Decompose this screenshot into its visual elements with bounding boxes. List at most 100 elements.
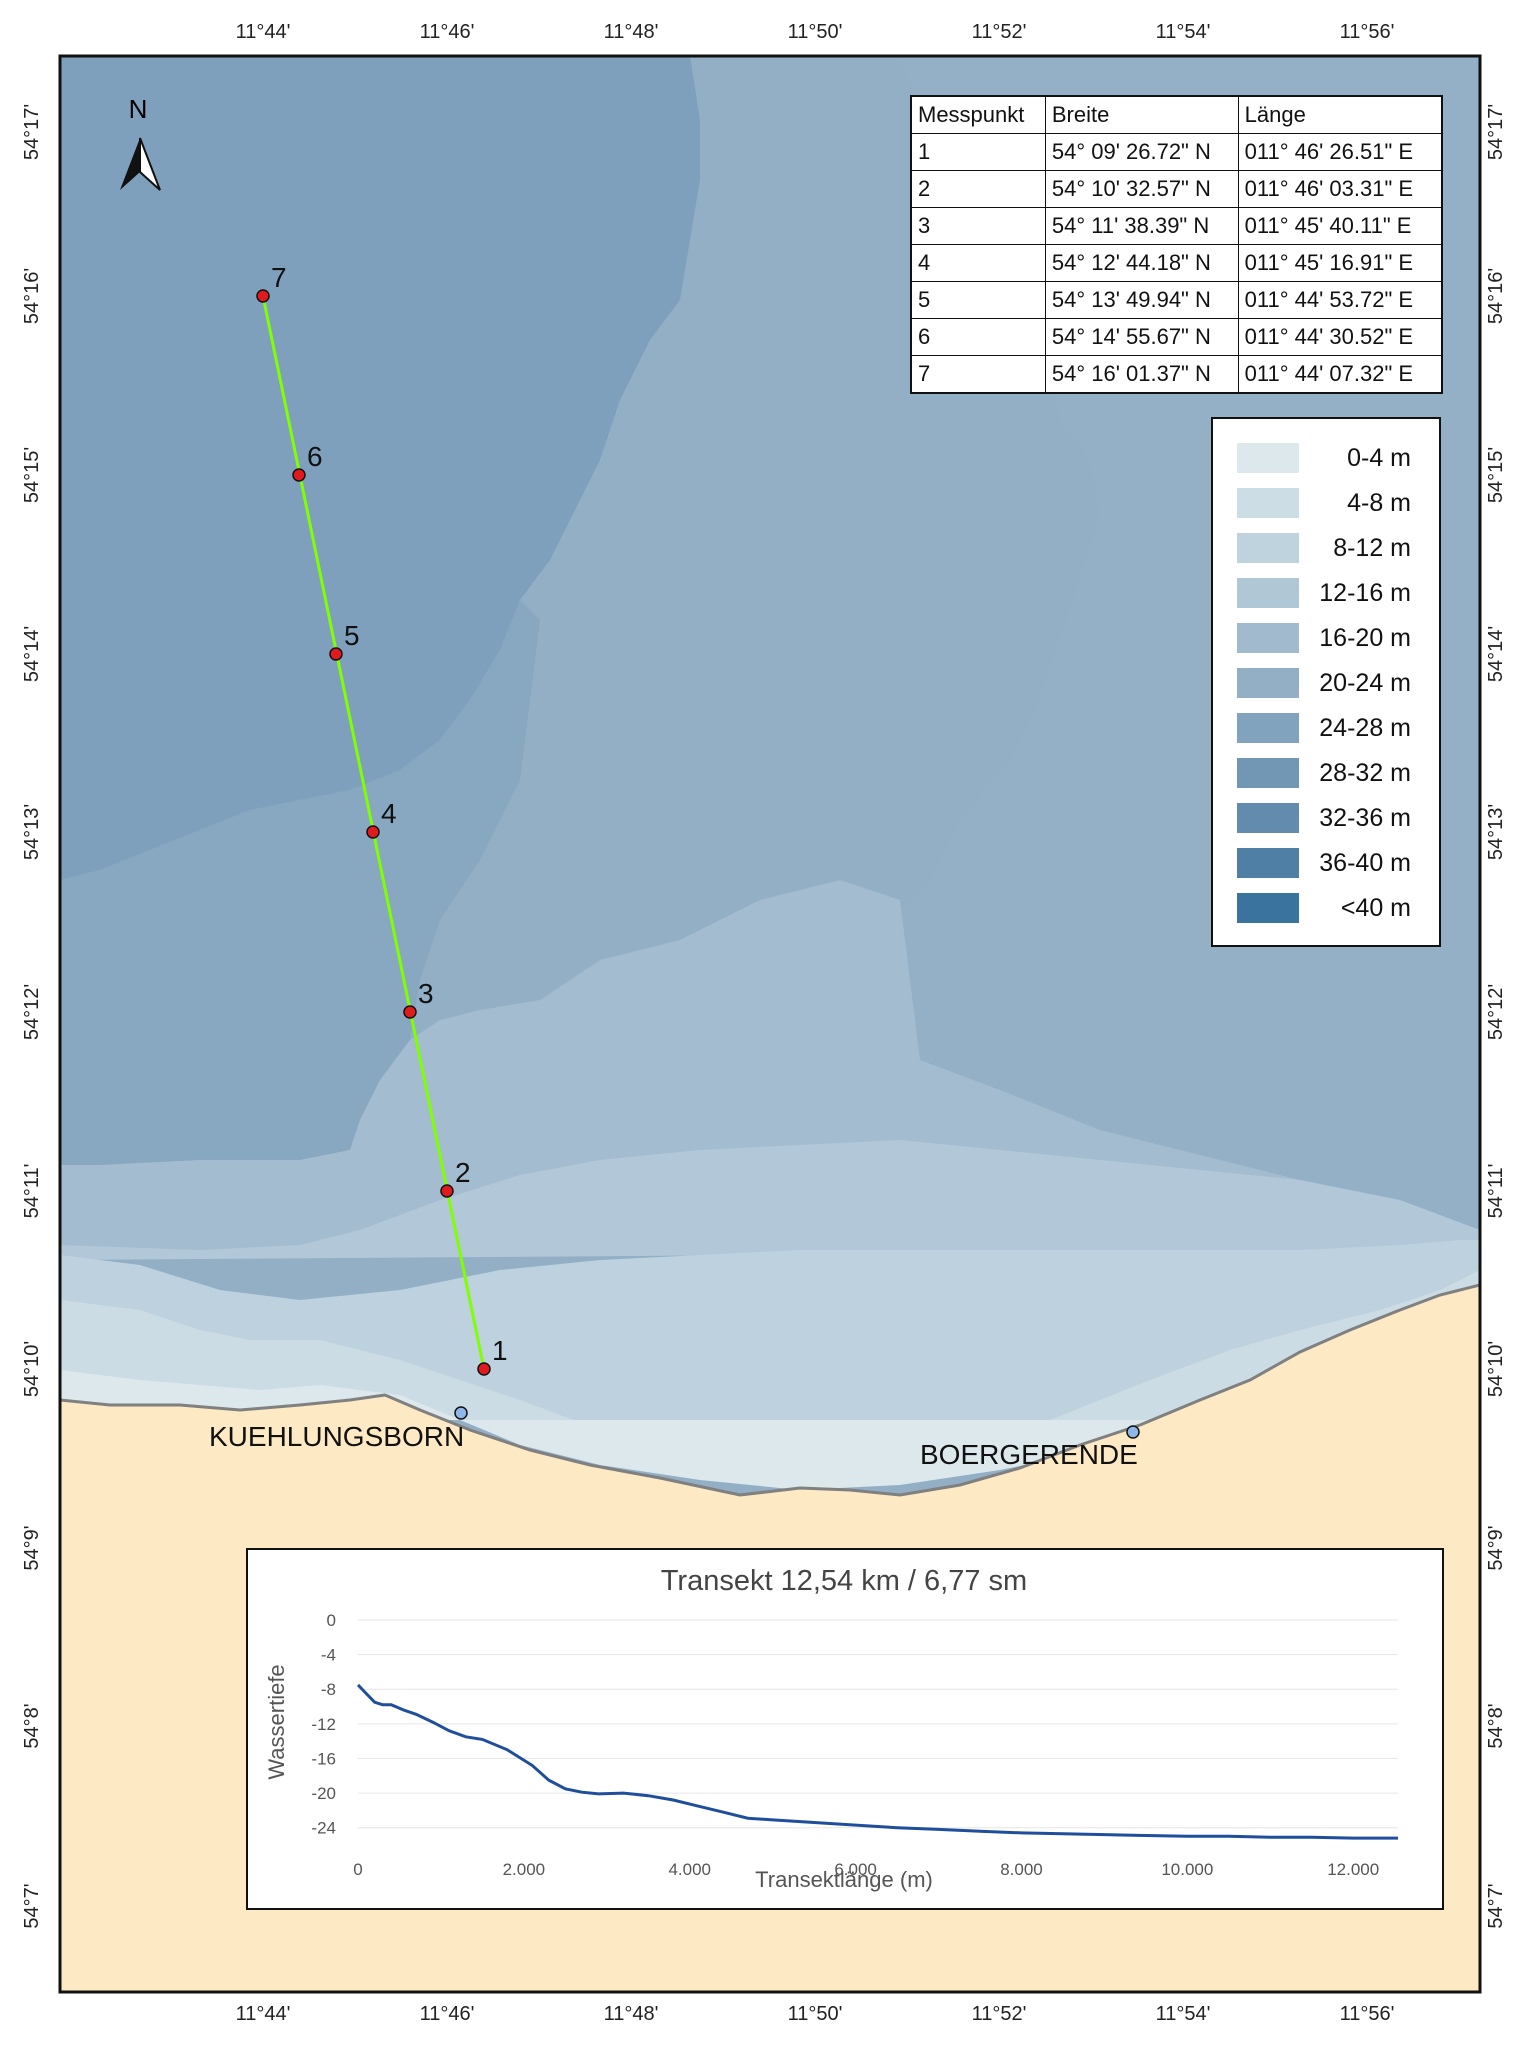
chart-title: Transekt 12,54 km / 6,77 sm	[661, 1565, 1027, 1597]
north-arrow-icon: N	[120, 94, 161, 191]
longitude-label: 11°52'	[972, 2003, 1027, 2025]
longitude-label: 11°56'	[1340, 21, 1395, 43]
table-cell: 54° 16' 01.37" N	[1044, 355, 1239, 394]
latitude-label: 54°14'	[21, 626, 43, 682]
latitude-label: 54°7'	[1485, 1883, 1507, 1928]
legend-swatch	[1237, 668, 1299, 698]
latitude-label: 54°11'	[1485, 1164, 1507, 1219]
depth-zone-12-16	[60, 1140, 1480, 1260]
chart-x-tick-label: 4.000	[668, 1860, 711, 1879]
latitude-label: 54°15'	[1485, 447, 1507, 503]
longitude-label: 11°46'	[420, 2003, 475, 2025]
table-cell: 54° 10' 32.57" N	[1044, 170, 1239, 208]
chart-x-tick-label: 2.000	[503, 1860, 546, 1879]
legend-item: 16-20 m	[1213, 623, 1439, 668]
measuring-point-5[interactable]	[329, 647, 343, 661]
longitude-labels-top: 11°44' 11°46' 11°48' 11°50' 11°52' 11°54' 11°5…	[236, 21, 1395, 43]
legend-label: 0-4 m	[1347, 444, 1411, 472]
legend-swatch	[1237, 848, 1299, 878]
table-cell: 011° 45' 40.11" E	[1237, 207, 1443, 245]
chart-x-tick-label: 12.000	[1327, 1860, 1379, 1879]
latitude-label: 54°10'	[21, 1341, 43, 1397]
measuring-point-1[interactable]	[477, 1362, 491, 1376]
chart-y-tick-label: -20	[311, 1784, 336, 1803]
legend-swatch	[1237, 803, 1299, 833]
table-row: 3 54° 11' 38.39" N 011° 45' 40.11" E	[910, 207, 1443, 245]
measuring-point-7[interactable]	[256, 289, 270, 303]
legend-label: 4-8 m	[1347, 489, 1411, 517]
table-row: 4 54° 12' 44.18" N 011° 45' 16.91" E	[910, 244, 1443, 282]
town-label-kuehlungsborn: KUEHLUNGSBORN	[209, 1421, 464, 1452]
latitude-label: 54°7'	[21, 1883, 43, 1928]
latitude-label: 54°10'	[1485, 1341, 1507, 1397]
depth-zone-28-32	[60, 56, 700, 880]
legend-item: 28-32 m	[1213, 758, 1439, 803]
measuring-point-label-6: 6	[307, 441, 323, 472]
table-cell: 54° 14' 55.67" N	[1044, 318, 1239, 356]
legend-swatch	[1237, 533, 1299, 563]
table-cell: 011° 44' 53.72" E	[1237, 281, 1443, 319]
chart-y-tick-label: -24	[311, 1819, 336, 1838]
chart-series-line-wassertiefe	[356, 1683, 1398, 1840]
legend-swatch	[1237, 443, 1299, 473]
latitude-label: 54°11'	[21, 1164, 43, 1219]
table-cell: 011° 44' 07.32" E	[1237, 355, 1443, 394]
table-row: 6 54° 14' 55.67" N 011° 44' 30.52" E	[910, 318, 1443, 356]
town-marker-boergerende[interactable]	[1126, 1425, 1140, 1439]
latitude-label: 54°13'	[1485, 804, 1507, 860]
table-header-cell: Breite	[1044, 95, 1239, 134]
longitude-labels-bottom: 11°44' 11°46' 11°48' 11°50' 11°52' 11°54' 11°5…	[236, 2003, 1395, 2025]
latitude-label: 54°13'	[21, 804, 43, 860]
towns: KUEHLUNGSBORN BOERGERENDE	[209, 1406, 1140, 1470]
measuring-point-label-1: 1	[492, 1335, 508, 1366]
legend-label: 12-16 m	[1319, 579, 1411, 607]
table-row: 5 54° 13' 49.94" N 011° 44' 53.72" E	[910, 281, 1443, 319]
measuring-point-2[interactable]	[440, 1184, 454, 1198]
longitude-label: 11°50'	[788, 2003, 843, 2025]
latitude-label: 54°9'	[21, 1525, 43, 1570]
chart-y-tick-labels: 0 -4 -8 -12 -16 -20 -24	[311, 1611, 336, 1838]
table-cell: 3	[910, 207, 1046, 245]
latitude-label: 54°14'	[1485, 626, 1507, 682]
legend-swatch	[1237, 758, 1299, 788]
longitude-label: 11°54'	[1156, 2003, 1211, 2025]
chart-x-axis-label: Transektlänge (m)	[755, 1867, 933, 1892]
longitude-label: 11°44'	[236, 21, 291, 43]
chart-x-tick-label: 10.000	[1161, 1860, 1213, 1879]
measuring-point-4[interactable]	[366, 825, 380, 839]
table-row: 1 54° 09' 26.72" N 011° 46' 26.51" E	[910, 133, 1443, 171]
latitude-label: 54°12'	[1485, 984, 1507, 1040]
legend-label: 36-40 m	[1319, 849, 1411, 877]
town-marker-kuehlungsborn[interactable]	[454, 1406, 468, 1420]
table-cell: 2	[910, 170, 1046, 208]
legend-item: 36-40 m	[1213, 848, 1439, 893]
legend-item: 20-24 m	[1213, 668, 1439, 713]
longitude-label: 11°44'	[236, 2003, 291, 2025]
table-cell: 5	[910, 281, 1046, 319]
measuring-point-label-7: 7	[271, 262, 287, 293]
chart-y-tick-label: -16	[311, 1749, 336, 1768]
latitude-label: 54°16'	[21, 268, 43, 324]
north-arrow-label: N	[129, 94, 148, 124]
legend-swatch	[1237, 488, 1299, 518]
legend-swatch	[1237, 713, 1299, 743]
chart-x-tick-label: 0	[353, 1860, 362, 1879]
measuring-point-label-4: 4	[381, 798, 397, 829]
legend-swatch	[1237, 623, 1299, 653]
latitude-label: 54°17'	[21, 104, 43, 160]
chart-y-tick-label: -8	[321, 1680, 336, 1699]
depth-zone-24-28-left	[60, 600, 540, 1165]
coastline	[60, 1283, 1480, 1497]
latitude-label: 54°12'	[21, 984, 43, 1040]
table-cell: 7	[910, 355, 1046, 394]
table-cell: 011° 46' 26.51" E	[1237, 133, 1443, 171]
town-label-boergerende: BOERGERENDE	[920, 1439, 1138, 1470]
latitude-label: 54°8'	[1485, 1703, 1507, 1748]
legend-label: 24-28 m	[1319, 714, 1411, 742]
measuring-point-3[interactable]	[403, 1005, 417, 1019]
measuring-point-label-3: 3	[418, 978, 434, 1009]
legend-label: 32-36 m	[1319, 804, 1411, 832]
measuring-point-6[interactable]	[292, 468, 306, 482]
chart-y-tick-label: -12	[311, 1715, 336, 1734]
latitude-labels-left: 54°17' 54°16' 54°15' 54°14' 54°13' 54°12' 54°1…	[21, 104, 43, 1929]
